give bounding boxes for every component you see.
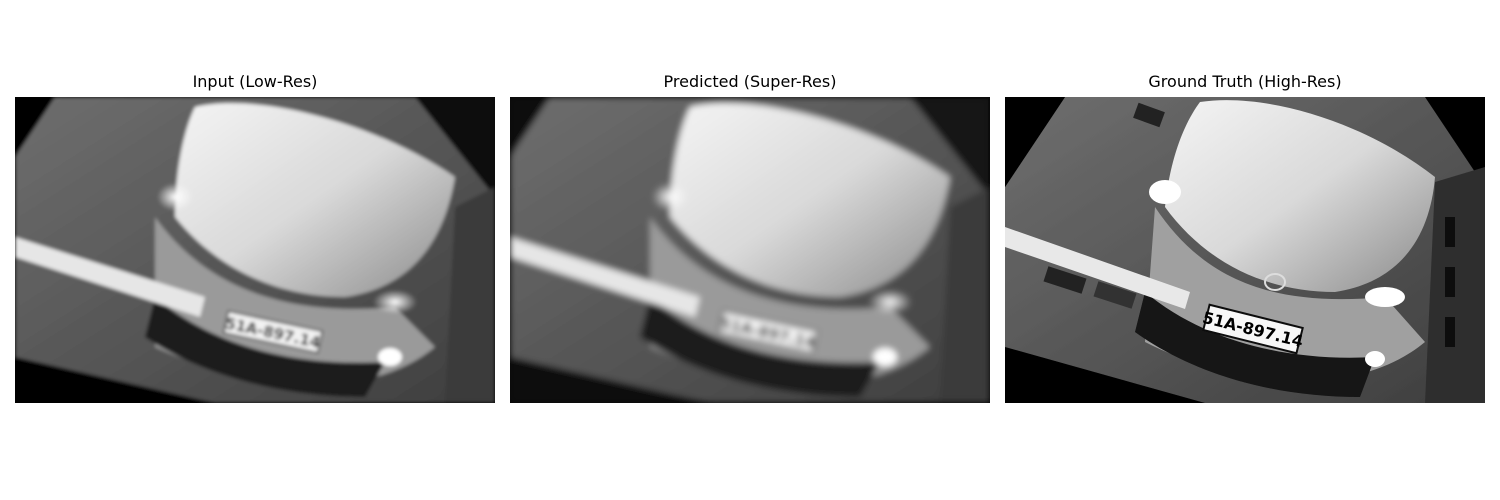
car-photo-ground-truth: 51A-897.14	[1005, 97, 1485, 403]
car-image: 51A-897.14	[510, 97, 990, 403]
panel-predicted: Predicted (Super-Res) 51A-897.14	[510, 70, 990, 403]
panel-title: Input (Low-Res)	[192, 72, 318, 91]
panel-ground-truth: Ground Truth (High-Res)	[1005, 70, 1485, 403]
panel-title: Predicted (Super-Res)	[663, 72, 837, 91]
car-photo-predicted: 51A-897.14	[510, 97, 990, 403]
car-photo-input: 51A-897.14	[15, 97, 495, 403]
car-image: 51A-897.14	[15, 97, 495, 403]
panel-title: Ground Truth (High-Res)	[1148, 72, 1342, 91]
car-image: 51A-897.14	[1005, 97, 1485, 403]
panel-input: Input (Low-Res)	[15, 70, 495, 403]
